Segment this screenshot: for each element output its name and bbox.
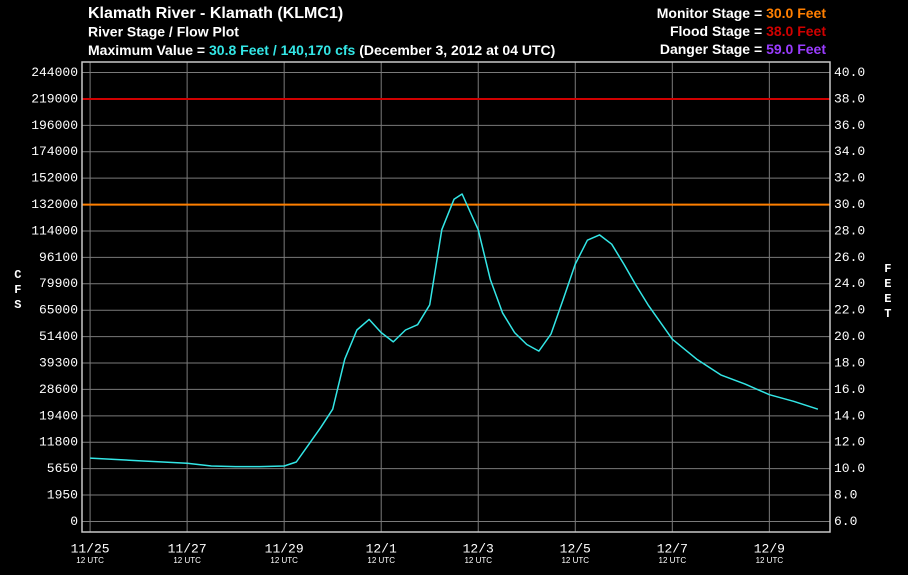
x-tick-sublabel: 12 UTC: [464, 556, 492, 565]
y-tick-label: 65000: [39, 303, 78, 318]
y2-tick-label: 28.0: [834, 223, 865, 238]
threshold-legend: Danger Stage = 59.0 Feet: [660, 41, 826, 57]
y-tick-label: 11800: [39, 435, 78, 450]
y-tick-label: 132000: [31, 197, 78, 212]
threshold-legend: Flood Stage = 38.0 Feet: [670, 23, 826, 39]
x-tick-sublabel: 12 UTC: [270, 556, 298, 565]
x-tick-sublabel: 12 UTC: [173, 556, 201, 565]
y-tick-label: 0: [70, 514, 78, 529]
x-tick-sublabel: 12 UTC: [76, 556, 104, 565]
y-tick-label: 174000: [31, 144, 78, 159]
threshold-value: 59.0 Feet: [766, 41, 826, 57]
y2-tick-label: 34.0: [834, 144, 865, 159]
y-tick-label: 196000: [31, 118, 78, 133]
y2-tick-label: 8.0: [834, 487, 857, 502]
y-tick-label: 5650: [47, 461, 78, 476]
threshold-name: Danger Stage =: [660, 41, 762, 57]
y2-tick-label: 10.0: [834, 461, 865, 476]
y-tick-label: 79900: [39, 276, 78, 291]
x-tick-sublabel: 12 UTC: [659, 556, 687, 565]
y-tick-label: 114000: [31, 223, 78, 238]
y2-tick-label: 24.0: [834, 276, 865, 291]
y2-tick-label: 12.0: [834, 435, 865, 450]
y2-tick-label: 22.0: [834, 303, 865, 318]
y-tick-label: 39300: [39, 355, 78, 370]
x-tick-label: 12/5: [560, 541, 591, 556]
x-tick-sublabel: 12 UTC: [756, 556, 784, 565]
y2-tick-label: 40.0: [834, 65, 865, 80]
x-tick-label: 12/7: [657, 541, 688, 556]
y2-tick-label: 20.0: [834, 329, 865, 344]
threshold-value: 30.0 Feet: [766, 5, 826, 21]
plot-frame: [81, 61, 831, 533]
y2-tick-label: 26.0: [834, 250, 865, 265]
y2-tick-label: 16.0: [834, 382, 865, 397]
y2-tick-label: 32.0: [834, 171, 865, 186]
x-tick-label: 11/27: [168, 541, 207, 556]
y-axis-label: CFS: [11, 268, 25, 313]
threshold-name: Flood Stage =: [670, 23, 762, 39]
y-tick-label: 19400: [39, 408, 78, 423]
y-tick-label: 1950: [47, 487, 78, 502]
y-tick-label: 244000: [31, 65, 78, 80]
threshold-name: Monitor Stage =: [657, 5, 762, 21]
y-tick-label: 96100: [39, 250, 78, 265]
y-tick-label: 219000: [31, 91, 78, 106]
y2-tick-label: 6.0: [834, 514, 857, 529]
max-time: (December 3, 2012 at 04 UTC): [359, 42, 555, 58]
threshold-legend: Monitor Stage = 30.0 Feet: [657, 5, 827, 21]
chart-title: Klamath River - Klamath (KLMC1): [88, 5, 343, 22]
y-tick-label: 152000: [31, 171, 78, 186]
threshold-value: 38.0 Feet: [766, 23, 826, 39]
x-tick-label: 12/3: [463, 541, 494, 556]
max-prefix: Maximum Value =: [88, 42, 205, 58]
y2-tick-label: 38.0: [834, 91, 865, 106]
x-tick-label: 11/29: [265, 541, 304, 556]
y2-tick-label: 30.0: [834, 197, 865, 212]
x-tick-label: 12/1: [366, 541, 397, 556]
y-tick-label: 28600: [39, 382, 78, 397]
x-tick-sublabel: 12 UTC: [367, 556, 395, 565]
y-tick-label: 51400: [39, 329, 78, 344]
chart-subtitle: River Stage / Flow Plot: [88, 24, 239, 40]
max-value: 30.8 Feet / 140,170 cfs: [209, 42, 356, 58]
y2-tick-label: 36.0: [834, 118, 865, 133]
y2-axis-label: FEET: [881, 262, 895, 322]
stage-line: [90, 193, 819, 468]
x-tick-label: 12/9: [754, 541, 785, 556]
y2-tick-label: 18.0: [834, 355, 865, 370]
x-tick-sublabel: 12 UTC: [561, 556, 589, 565]
x-tick-label: 11/25: [71, 541, 110, 556]
y2-tick-label: 14.0: [834, 408, 865, 423]
max-line: Maximum Value = 30.8 Feet / 140,170 cfs …: [88, 42, 555, 58]
